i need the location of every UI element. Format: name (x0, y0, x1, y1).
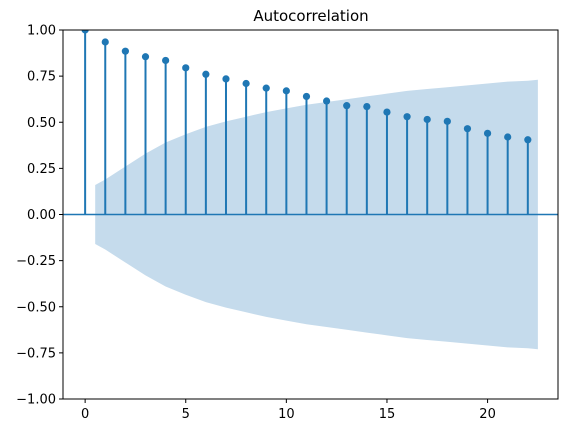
plot-area (63, 30, 558, 350)
acf-point (182, 64, 190, 72)
acf-point (282, 87, 290, 95)
acf-point (202, 70, 210, 78)
acf-point (222, 75, 230, 83)
y-tick-label: 0.50 (27, 116, 56, 131)
chart-title: Autocorrelation (253, 7, 368, 25)
acf-point (383, 108, 391, 116)
y-tick-label: 0.00 (27, 208, 56, 223)
acf-point (443, 117, 451, 125)
y-tick-label: 1.00 (27, 24, 56, 39)
x-tick-label: 20 (479, 407, 496, 422)
acf-point (101, 38, 109, 46)
x-tick-label: 5 (182, 407, 190, 422)
acf-point (423, 115, 431, 124)
acf-point (504, 133, 512, 141)
x-tick-label: 0 (81, 407, 89, 422)
acf-point (141, 53, 150, 61)
acf-point (242, 79, 250, 88)
acf-point (262, 84, 270, 92)
y-tick-label: 0.75 (27, 70, 56, 85)
axes: 1.00 0.75 0.50 0.25 0.00 −0.25 −0.50 −0.75 −1.00… (16, 24, 559, 422)
y-tick-label: −0.50 (16, 300, 56, 315)
x-tick-label: 10 (278, 407, 295, 422)
plot-content (63, 30, 558, 350)
acf-point (162, 56, 170, 65)
acf-point (343, 102, 351, 110)
y-tick-label: 0.25 (27, 162, 56, 177)
acf-point (302, 92, 311, 101)
y-tick-label: −0.75 (16, 346, 56, 361)
y-tick-label: −0.25 (16, 254, 56, 269)
acf-point (463, 125, 472, 133)
x-tick-label: 15 (379, 407, 396, 422)
acf-point (121, 47, 129, 55)
acf-point (322, 97, 331, 105)
acf-point (403, 113, 411, 121)
y-tick-label: −1.00 (16, 393, 56, 408)
acf-point (524, 136, 532, 144)
acf-point (81, 30, 89, 34)
acf-point (363, 102, 371, 111)
acf-point (483, 129, 492, 137)
